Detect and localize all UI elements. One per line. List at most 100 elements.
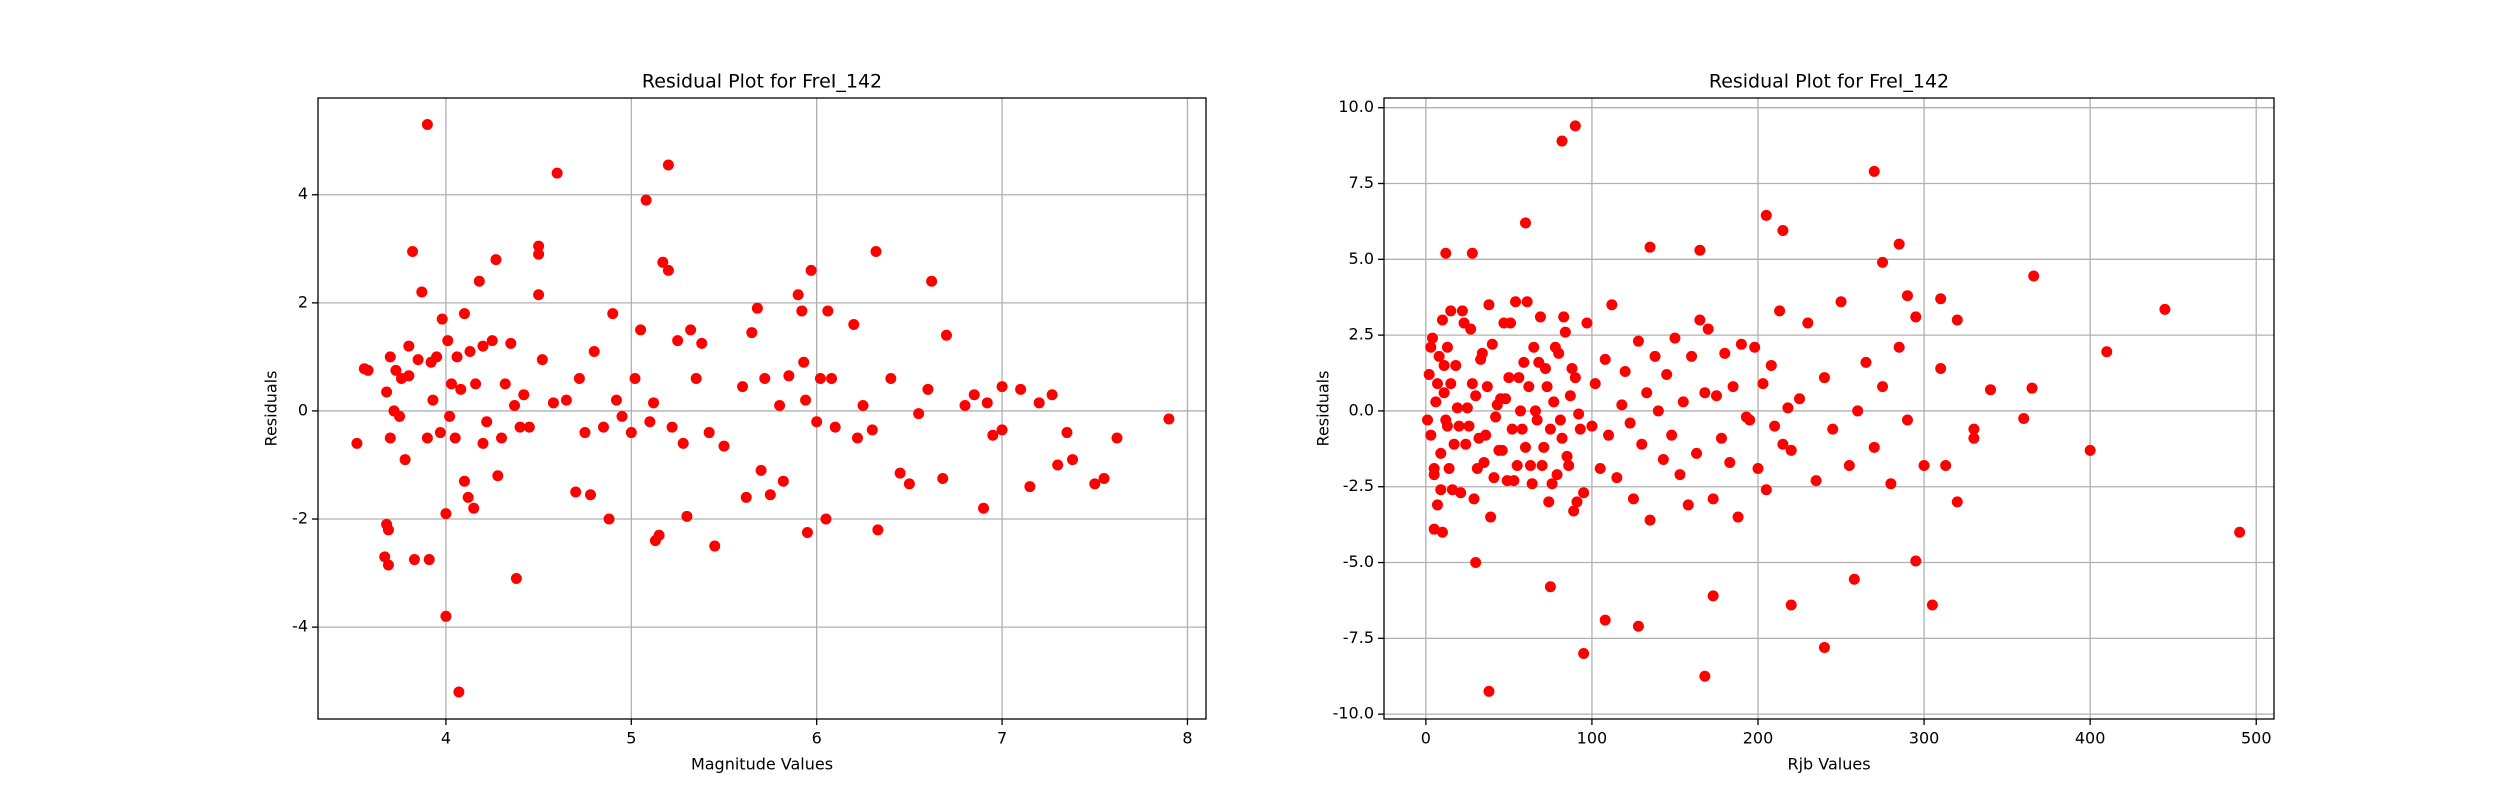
point <box>1760 484 1772 496</box>
point <box>1901 290 1913 302</box>
point <box>1505 317 1517 329</box>
point <box>805 264 817 276</box>
point <box>811 416 823 428</box>
point <box>1707 590 1719 602</box>
x-tick-label: 500 <box>2241 729 2272 748</box>
point <box>1632 335 1644 347</box>
point <box>423 554 435 566</box>
point <box>533 289 545 301</box>
point <box>801 527 813 539</box>
point <box>829 421 841 433</box>
point <box>1732 511 1744 523</box>
point <box>408 554 420 566</box>
point <box>1810 475 1822 487</box>
point <box>1951 314 1963 326</box>
point <box>440 610 452 622</box>
point <box>616 410 628 422</box>
point <box>798 356 810 368</box>
point <box>1749 341 1761 353</box>
point <box>585 489 597 501</box>
point <box>1515 405 1527 417</box>
point <box>451 351 463 363</box>
point <box>783 370 795 382</box>
point <box>607 308 619 320</box>
point <box>481 416 493 428</box>
point <box>1893 238 1905 250</box>
point <box>662 159 674 171</box>
point <box>464 345 476 357</box>
axes-frame <box>317 97 1207 720</box>
point <box>1480 429 1492 441</box>
point <box>1486 338 1498 350</box>
y-tick-label: 4 <box>298 184 308 203</box>
point <box>1546 478 1558 490</box>
point <box>1510 296 1522 308</box>
axes-frame <box>1383 97 2275 720</box>
point <box>690 373 702 385</box>
point <box>1468 493 1480 505</box>
point <box>1435 484 1447 496</box>
point <box>1431 499 1443 511</box>
point <box>1556 432 1568 444</box>
point <box>510 572 522 584</box>
point <box>458 308 470 320</box>
point <box>1691 447 1703 459</box>
chart-title: Residual Plot for FreI_142 <box>642 71 882 93</box>
point <box>1426 332 1438 344</box>
point <box>981 397 993 409</box>
point <box>440 508 452 520</box>
x-tick-label: 200 <box>1743 729 1774 748</box>
point <box>1438 387 1450 399</box>
point <box>509 400 521 412</box>
point <box>399 454 411 466</box>
x-tick-label: 300 <box>1909 729 1940 748</box>
point <box>1443 463 1455 475</box>
point <box>866 424 878 436</box>
x-tick-label: 100 <box>1577 729 1608 748</box>
point <box>1052 459 1064 471</box>
point <box>1674 469 1686 481</box>
point <box>1425 341 1437 353</box>
point <box>746 327 758 339</box>
point <box>1901 414 1913 426</box>
point <box>1534 311 1546 323</box>
point <box>523 421 535 433</box>
point <box>1533 356 1545 368</box>
point <box>427 394 439 406</box>
point <box>987 429 999 441</box>
point <box>1616 399 1628 411</box>
point <box>1524 460 1536 472</box>
point <box>351 437 363 449</box>
point <box>1782 402 1794 414</box>
point <box>648 397 660 409</box>
point <box>1715 432 1727 444</box>
y-tick-label: 2 <box>298 292 308 311</box>
x-tick-label: 400 <box>2075 729 2106 748</box>
point <box>1644 514 1656 526</box>
y-tick-label: 2.5 <box>1349 325 1374 344</box>
point <box>1431 378 1443 390</box>
point <box>1453 420 1465 432</box>
point <box>820 513 832 525</box>
point <box>1777 438 1789 450</box>
point <box>1885 478 1897 490</box>
point <box>2101 346 2113 358</box>
point <box>518 389 530 401</box>
point <box>492 470 504 482</box>
point <box>1551 469 1563 481</box>
point <box>2159 303 2171 315</box>
point <box>1441 341 1453 353</box>
point <box>1500 393 1512 405</box>
point <box>1556 135 1568 147</box>
y-axis-label: Residuals <box>262 371 281 447</box>
point <box>442 335 454 347</box>
point <box>533 248 545 260</box>
point <box>1910 555 1922 567</box>
point <box>1466 247 1478 259</box>
point <box>455 383 467 395</box>
point <box>792 289 804 301</box>
point <box>1760 209 1772 221</box>
point <box>657 256 669 268</box>
point <box>1436 314 1448 326</box>
point <box>547 397 559 409</box>
